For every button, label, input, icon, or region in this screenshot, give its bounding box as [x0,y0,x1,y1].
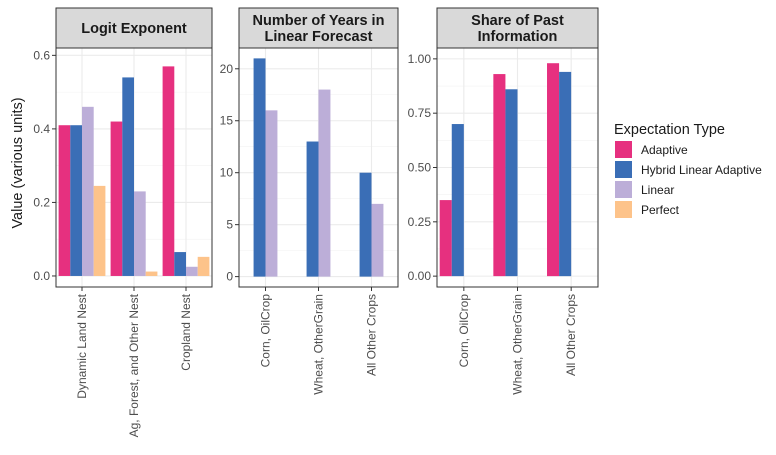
bar-hybrid-linear-adaptive [122,77,134,276]
facet-1: Logit Exponent 0.0 0.2 0.4 0.6 Dynamic Land N… [33,7,213,437]
x-tick-label: Corn, OilCrop [457,294,471,368]
bar-linear [318,89,331,277]
facet-strip [55,7,213,49]
bar-hybrid-linear-adaptive [70,125,82,276]
legend-item: Adaptive [615,141,688,158]
x-tick-label: Ag, Forest, and Other Nest [127,293,141,437]
legend-key [615,141,632,158]
y-axis-title: Value (various units) [10,97,26,228]
y-tick-label: 15 [220,114,234,128]
y-tick-label: 0.50 [408,161,432,175]
bar-adaptive [58,125,71,276]
bar-hybrid-linear-adaptive [559,71,572,277]
y-tick-label: 0.00 [408,269,432,283]
y-tick-label: 1.00 [408,52,432,66]
x-tick-label: Wheat, OtherGrain [312,294,326,395]
x-tick-label: Dynamic Land Nest [75,293,89,398]
facet-title: Logit Exponent [81,21,187,37]
bar-hybrid-linear-adaptive [451,124,464,277]
bar-perfect [93,185,106,276]
y-tick-label: 0.0 [33,269,50,283]
y-tick-label: 0.4 [33,122,50,136]
bar-hybrid-linear-adaptive [359,172,372,277]
facet-panels: Logit Exponent 0.0 0.2 0.4 0.6 Dynamic Land N… [33,7,599,437]
y-tick-label: 0 [226,270,233,284]
legend-key [615,181,632,198]
facet-strip [436,7,599,49]
y-tick-label: 0.25 [408,215,432,229]
bar-adaptive [547,63,560,277]
legend-label: Perfect [641,203,680,217]
x-tick-label: Wheat, OtherGrain [511,294,525,395]
x-tick-label: All Other Crops [365,294,379,376]
bar-perfect [197,256,210,276]
facet-title: Number of Years in [253,13,385,29]
legend-key [615,201,632,218]
bar-linear [371,203,384,277]
x-tick-label: Corn, OilCrop [259,294,273,368]
bar-adaptive [110,121,123,276]
y-tick-label: 5 [226,218,233,232]
bar-linear [265,110,278,277]
bar-adaptive [162,66,175,276]
facet-title: Linear Forecast [265,29,373,45]
facet-title: Information [478,29,558,45]
legend-label: Linear [641,183,674,197]
legend-label: Hybrid Linear Adaptive [641,163,762,177]
y-tick-label: 20 [220,62,234,76]
y-tick-label: 0.6 [33,48,50,62]
legend-item: Hybrid Linear Adaptive [615,161,762,178]
x-tick-label: All Other Crops [564,294,578,376]
y-tick-label: 0.75 [408,106,432,120]
bar-linear [134,191,146,276]
bar-perfect [145,271,158,276]
bar-adaptive [493,74,506,277]
legend-key [615,161,632,178]
legend-item: Perfect [615,201,680,218]
legend-item: Linear [615,181,674,198]
bar-hybrid-linear-adaptive [253,58,266,277]
legend-label: Adaptive [641,143,688,157]
bar-hybrid-linear-adaptive [174,252,186,276]
y-tick-label: 0.2 [33,195,50,209]
legend-title: Expectation Type [614,122,725,138]
bar-linear [82,106,94,276]
bar-hybrid-linear-adaptive [505,89,518,277]
facet-title: Share of Past [471,13,564,29]
y-tick-label: 10 [220,166,234,180]
x-tick-label: Cropland Nest [179,293,193,370]
bar-linear [186,266,198,276]
bar-hybrid-linear-adaptive [306,141,319,277]
bar-adaptive [439,200,452,277]
facet-strip [238,7,399,49]
legend: Expectation Type Adaptive Hybrid Linear A… [614,122,762,218]
